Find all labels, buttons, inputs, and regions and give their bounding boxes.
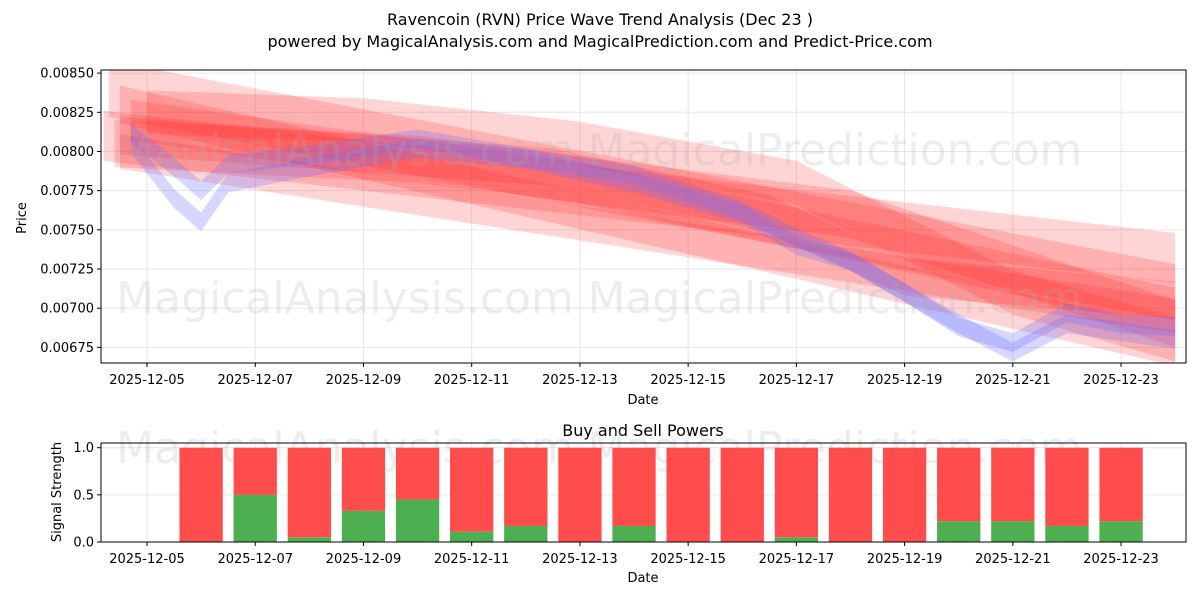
signal-x-axis-label: Date bbox=[627, 571, 658, 586]
buy-bar bbox=[450, 531, 494, 542]
signal-x-tick-label: 2025-12-21 bbox=[975, 552, 1051, 567]
red-trend-band bbox=[119, 134, 1176, 334]
signal-x-tick-label: 2025-12-09 bbox=[326, 552, 402, 567]
signal-x-tick-label: 2025-12-15 bbox=[650, 552, 726, 567]
red-trend-band bbox=[119, 85, 1176, 363]
signal-x-tick-label: 2025-12-23 bbox=[1083, 552, 1159, 567]
sell-bar bbox=[395, 447, 440, 500]
price-x-axis-label: Date bbox=[627, 393, 658, 408]
buy-bar bbox=[341, 510, 386, 542]
red-trend-band bbox=[109, 70, 1176, 321]
price-y-tick-label: 0.00725 bbox=[40, 262, 94, 277]
sell-bar bbox=[504, 447, 548, 526]
price-x-tick-label: 2025-12-11 bbox=[434, 373, 510, 388]
signal-y-tick-label: 1.0 bbox=[73, 441, 94, 456]
price-y-tick-label: 0.00675 bbox=[40, 341, 94, 356]
buy-bar bbox=[937, 521, 981, 542]
sell-bar bbox=[828, 447, 873, 542]
price-x-tick-label: 2025-12-15 bbox=[650, 373, 726, 388]
sell-bar bbox=[774, 447, 819, 538]
signal-x-tick-label: 2025-12-17 bbox=[759, 552, 835, 567]
sell-bar bbox=[612, 447, 656, 526]
sell-bar bbox=[937, 447, 981, 522]
red-trend-band bbox=[119, 117, 1176, 320]
price-x-tick-label: 2025-12-17 bbox=[759, 373, 835, 388]
watermark-text: MagicalPrediction.com bbox=[588, 273, 1083, 324]
signal-plot-title: Buy and Sell Powers bbox=[562, 421, 724, 440]
watermark-text: MagicalAnalysis.com bbox=[116, 273, 574, 324]
sell-bar bbox=[179, 447, 223, 542]
price-y-tick-label: 0.00800 bbox=[40, 145, 94, 160]
buy-bar bbox=[1099, 521, 1143, 542]
red-trend-band bbox=[130, 99, 1176, 329]
price-x-tick-label: 2025-12-23 bbox=[1083, 373, 1159, 388]
chart-subtitle: powered by MagicalAnalysis.com and Magic… bbox=[267, 32, 932, 51]
signal-y-axis-label: Signal Strength bbox=[50, 442, 65, 542]
signal-plot-frame bbox=[100, 442, 1187, 543]
signal-x-axis: 2025-12-05 2025-12-07 2025-12-09 2025-12-11… bbox=[109, 542, 1159, 567]
price-y-tick-label: 0.00775 bbox=[40, 184, 94, 199]
signal-y-tick-label: 0.5 bbox=[73, 488, 94, 503]
price-x-axis: 2025-12-05 2025-12-07 2025-12-09 2025-12-11… bbox=[109, 363, 1159, 388]
sell-bar bbox=[666, 447, 710, 542]
blue-price-band bbox=[130, 123, 1176, 352]
chart-title: Ravencoin (RVN) Price Wave Trend Analysi… bbox=[387, 10, 813, 29]
sell-bar bbox=[450, 447, 494, 532]
signal-x-tick-label: 2025-12-13 bbox=[542, 552, 618, 567]
red-trend-band bbox=[103, 110, 1176, 284]
sell-bar bbox=[991, 447, 1035, 522]
buy-bar bbox=[233, 494, 277, 542]
price-plot-frame bbox=[100, 69, 1187, 364]
price-y-tick-label: 0.00825 bbox=[40, 106, 94, 121]
sell-bar bbox=[1099, 447, 1143, 522]
price-y-axis-label: Price bbox=[15, 202, 30, 234]
price-x-tick-label: 2025-12-13 bbox=[542, 373, 618, 388]
watermark-text: MagicalPrediction.com bbox=[588, 125, 1083, 176]
signal-plot: Buy and Sell Powers MagicalAnalysis.com … bbox=[50, 421, 1187, 586]
price-y-axis: 0.00675 0.00700 0.00725 0.00750 0.00775 0.008… bbox=[40, 67, 101, 356]
signal-x-tick-label: 2025-12-11 bbox=[434, 552, 510, 567]
price-x-tick-label: 2025-12-21 bbox=[975, 373, 1051, 388]
price-y-tick-label: 0.00700 bbox=[40, 302, 94, 317]
price-watermarks: MagicalAnalysis.com MagicalPrediction.co… bbox=[116, 125, 1082, 324]
price-y-tick-label: 0.00850 bbox=[40, 67, 94, 82]
sell-bar bbox=[720, 447, 764, 542]
buy-bar bbox=[287, 537, 331, 542]
sell-bar bbox=[882, 447, 927, 542]
sell-bar bbox=[287, 447, 331, 538]
price-plot: MagicalAnalysis.com MagicalPrediction.co… bbox=[15, 67, 1187, 408]
sell-bar bbox=[1045, 447, 1089, 526]
signal-y-axis: 0.0 0.5 1.0 bbox=[73, 441, 101, 551]
price-y-tick-label: 0.00750 bbox=[40, 223, 94, 238]
signal-y-tick-label: 0.0 bbox=[73, 536, 94, 551]
price-grid bbox=[101, 70, 1186, 363]
blue-price-band bbox=[130, 134, 1176, 362]
buy-bar bbox=[504, 525, 548, 542]
price-x-tick-label: 2025-12-05 bbox=[109, 373, 185, 388]
buy-bar bbox=[991, 521, 1035, 542]
price-x-tick-label: 2025-12-09 bbox=[326, 373, 402, 388]
red-trend-band bbox=[114, 120, 1176, 348]
watermark-text: MagicalAnalysis.com bbox=[116, 125, 574, 176]
signal-x-tick-label: 2025-12-05 bbox=[109, 552, 185, 567]
price-bands bbox=[103, 70, 1176, 363]
buy-bar bbox=[1045, 525, 1089, 542]
buy-bar bbox=[774, 537, 819, 542]
price-x-tick-label: 2025-12-19 bbox=[867, 373, 943, 388]
sell-bar bbox=[233, 447, 277, 495]
buy-bar bbox=[395, 499, 440, 542]
buy-bar bbox=[612, 525, 656, 542]
signal-x-tick-label: 2025-12-07 bbox=[217, 552, 293, 567]
price-x-tick-label: 2025-12-07 bbox=[217, 373, 293, 388]
signal-x-tick-label: 2025-12-19 bbox=[867, 552, 943, 567]
red-trend-band bbox=[147, 90, 1176, 362]
sell-bar bbox=[558, 447, 602, 542]
sell-bar bbox=[341, 447, 386, 511]
signal-bars bbox=[179, 447, 1143, 542]
